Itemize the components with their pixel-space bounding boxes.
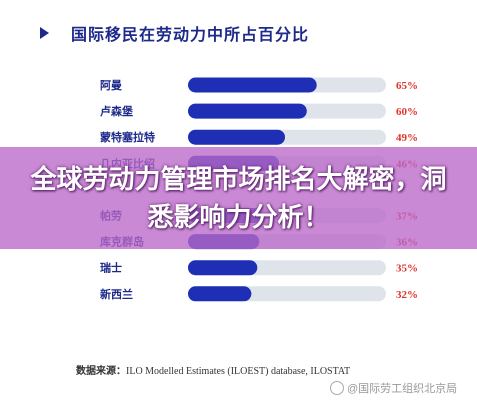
bar-0 [188,77,317,93]
watermark-logo-icon [330,381,344,395]
bar-8 [188,286,252,302]
category-label: 蒙特塞拉特 [100,130,155,144]
headline-banner: 全球劳动力管理市场排名大解密，洞悉影响力分析！ [0,147,477,249]
watermark-text: @国际劳工组织北京局 [347,383,458,395]
chart-title-block: 国际移民在劳动力中所占百分比 [40,22,309,44]
category-label: 阿曼 [100,78,122,92]
data-source-prefix: 数据来源： [76,366,126,377]
bar-1 [188,103,307,119]
category-label: 卢森堡 [100,104,133,118]
data-source: 数据来源：ILO Modelled Estimates (ILOEST) dat… [76,362,350,377]
value-label: 60% [396,106,418,118]
bar-2 [188,129,286,145]
value-label: 49% [396,132,418,144]
bar-7 [188,260,258,276]
chart-title: 国际移民在劳动力中所占百分比 [71,27,310,44]
headline-text: 全球劳动力管理市场排名大解密，洞悉影响力分析！ [30,164,447,232]
triangle-marker-icon [40,27,49,39]
category-label: 新西兰 [100,287,133,301]
value-label: 35% [396,263,418,275]
value-label: 32% [396,289,418,301]
data-source-text: ILO Modelled Estimates (ILOEST) database… [126,366,351,377]
watermark: @国际劳工组织北京局 [330,380,457,396]
category-label: 瑞士 [100,261,122,275]
value-label: 65% [396,80,418,92]
